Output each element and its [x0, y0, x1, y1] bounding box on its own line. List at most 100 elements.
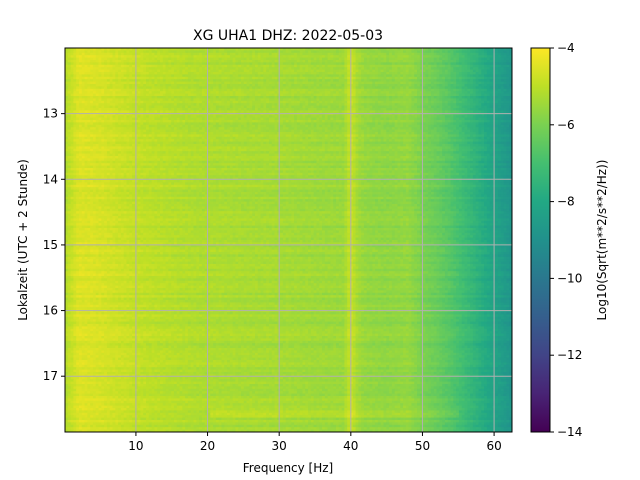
- heatmap-cell: [232, 86, 237, 90]
- heatmap-cell: [280, 88, 284, 92]
- heatmap-cell: [179, 72, 183, 75]
- heatmap-cell: [391, 86, 396, 90]
- heatmap-cell: [330, 57, 334, 61]
- heatmap-cell: [439, 62, 443, 66]
- heatmap-cell: [218, 84, 223, 87]
- heatmap-cell: [185, 76, 189, 80]
- heatmap-cell: [389, 74, 393, 78]
- heatmap-cell: [327, 79, 331, 83]
- heatmap-cell: [430, 52, 435, 56]
- heatmap-cell: [439, 60, 443, 63]
- heatmap-cell: [305, 48, 309, 51]
- heatmap-cell: [366, 81, 371, 85]
- heatmap-cell: [302, 67, 306, 71]
- heatmap-cell: [115, 81, 119, 85]
- heatmap-cell: [154, 86, 158, 90]
- heatmap-cell: [475, 60, 480, 63]
- heatmap-cell: [246, 76, 250, 80]
- heatmap-cell: [109, 79, 114, 83]
- heatmap-cell: [187, 64, 192, 68]
- heatmap-cell: [134, 72, 139, 75]
- heatmap-cell: [213, 88, 217, 92]
- heatmap-cell: [358, 84, 362, 87]
- heatmap-cell: [207, 72, 211, 75]
- heatmap-cell: [436, 64, 440, 68]
- heatmap-cell: [484, 84, 488, 87]
- heatmap-cell: [475, 55, 480, 59]
- heatmap-cell: [263, 57, 267, 61]
- heatmap-cell: [369, 67, 373, 71]
- heatmap-cell: [254, 88, 259, 92]
- heatmap-cell: [453, 62, 457, 66]
- heatmap-cell: [369, 48, 373, 51]
- heatmap-cell: [444, 79, 449, 83]
- heatmap-cell: [389, 84, 393, 87]
- heatmap-cell: [509, 67, 512, 71]
- heatmap-cell: [500, 81, 505, 85]
- heatmap-cell: [92, 76, 97, 80]
- heatmap-cell: [503, 86, 508, 90]
- heatmap-cell: [405, 76, 410, 80]
- heatmap-cell: [95, 50, 100, 54]
- heatmap-cell: [450, 52, 454, 56]
- heatmap-cell: [417, 64, 421, 68]
- heatmap-cell: [67, 48, 72, 51]
- heatmap-cell: [118, 67, 122, 71]
- heatmap-cell: [308, 81, 312, 85]
- heatmap-cell: [484, 86, 488, 90]
- heatmap-cell: [333, 79, 337, 83]
- heatmap-cell: [263, 64, 267, 68]
- heatmap-cell: [447, 64, 452, 68]
- heatmap-cell: [296, 76, 301, 80]
- heatmap-cell: [224, 84, 228, 87]
- heatmap-cell: [335, 72, 340, 75]
- heatmap-cell: [81, 64, 86, 68]
- heatmap-cell: [78, 60, 83, 63]
- heatmap-cell: [227, 69, 231, 73]
- heatmap-cell: [257, 88, 262, 92]
- heatmap-cell: [442, 67, 446, 71]
- heatmap-cell: [450, 60, 454, 63]
- heatmap-cell: [428, 86, 432, 90]
- heatmap-cell: [268, 86, 273, 90]
- heatmap-cell: [123, 67, 128, 71]
- heatmap-cell: [218, 67, 223, 71]
- heatmap-cell: [288, 55, 292, 59]
- heatmap-cell: [134, 69, 139, 73]
- heatmap-cell: [112, 81, 116, 85]
- heatmap-cell: [285, 55, 290, 59]
- heatmap-cell: [78, 62, 83, 66]
- heatmap-cell: [316, 64, 320, 68]
- heatmap-cell: [76, 72, 80, 75]
- heatmap-cell: [498, 60, 502, 63]
- heatmap-cell: [90, 48, 94, 51]
- heatmap-cell: [257, 50, 262, 54]
- heatmap-cell: [159, 76, 164, 80]
- heatmap-cell: [288, 48, 292, 51]
- heatmap-cell: [118, 84, 122, 87]
- heatmap-cell: [65, 72, 69, 75]
- heatmap-cell: [249, 86, 253, 90]
- heatmap-cell: [475, 69, 480, 73]
- heatmap-cell: [101, 91, 105, 95]
- heatmap-cell: [475, 48, 480, 51]
- heatmap-cell: [338, 60, 343, 63]
- heatmap-cell: [185, 52, 189, 56]
- heatmap-cell: [324, 74, 329, 78]
- heatmap-cell: [207, 57, 211, 61]
- heatmap-cell: [403, 57, 407, 61]
- heatmap-cell: [112, 69, 116, 73]
- heatmap-cell: [140, 57, 144, 61]
- heatmap-cell: [81, 60, 86, 63]
- heatmap-cell: [330, 67, 334, 71]
- heatmap-cell: [280, 76, 284, 80]
- heatmap-cell: [464, 88, 468, 92]
- heatmap-cell: [444, 64, 449, 68]
- heatmap-cell: [73, 86, 77, 90]
- heatmap-cell: [241, 88, 245, 92]
- heatmap-cell: [81, 67, 86, 71]
- heatmap-cell: [313, 69, 318, 73]
- heatmap-cell: [98, 64, 102, 68]
- heatmap-cell: [486, 57, 491, 61]
- heatmap-cell: [319, 67, 323, 71]
